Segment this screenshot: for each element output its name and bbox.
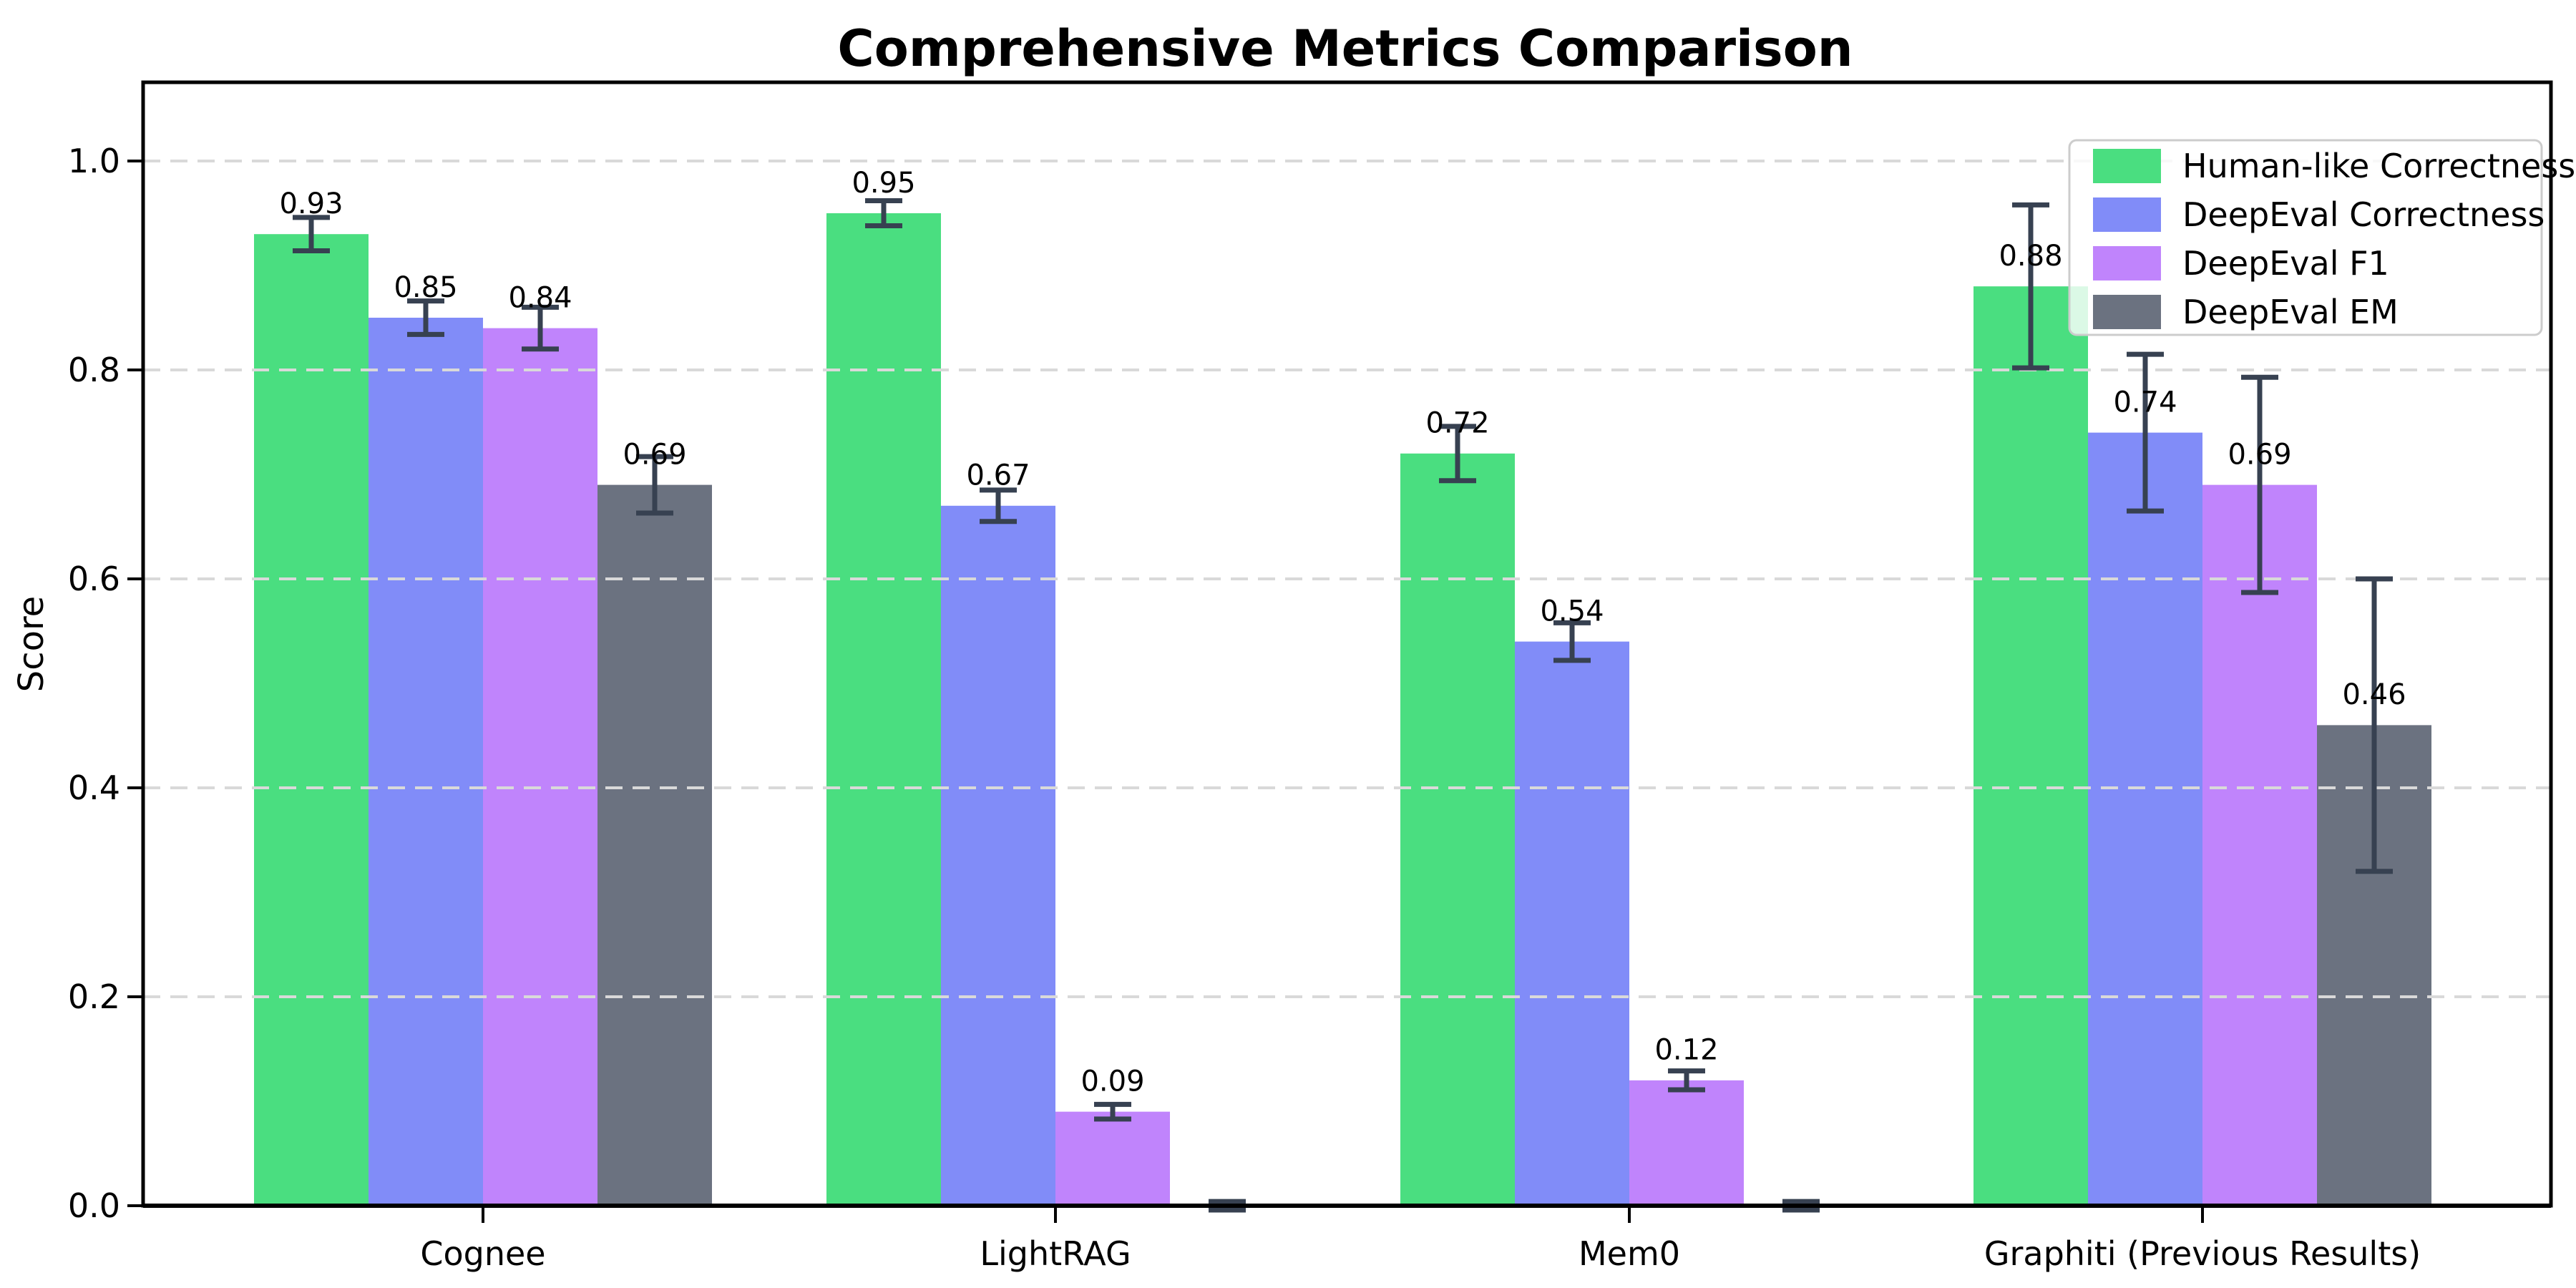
bar-value-label: 0.93 — [279, 187, 343, 220]
bar — [483, 328, 597, 1206]
x-tick-label: Mem0 — [1579, 1234, 1680, 1273]
legend-item: Human-like Correctness — [2093, 147, 2575, 185]
bar-value-label: 0.85 — [394, 271, 457, 304]
legend-label: DeepEval F1 — [2182, 244, 2389, 283]
bar-value-label: 0.67 — [966, 459, 1030, 492]
y-tick-marks — [127, 160, 143, 1207]
y-tick-label: 0.0 — [68, 1186, 120, 1225]
legend-swatch — [2093, 149, 2161, 183]
bar — [941, 505, 1055, 1206]
bar-value-label: 0.95 — [852, 167, 915, 200]
legend-swatch — [2093, 246, 2161, 280]
legend-item: DeepEval F1 — [2093, 244, 2389, 283]
legend-label: Human-like Correctness — [2182, 147, 2575, 185]
legend-swatch — [2093, 295, 2161, 329]
bar — [2088, 432, 2202, 1206]
bar-value-label: 0.09 — [1080, 1065, 1144, 1098]
bar — [369, 318, 483, 1206]
y-tick-label: 0.8 — [68, 351, 120, 389]
bar-value-label: 0.74 — [2113, 386, 2177, 419]
legend-item: DeepEval EM — [2093, 293, 2399, 331]
bar-value-label: 0.84 — [508, 281, 572, 314]
y-tick-label: 0.6 — [68, 560, 120, 598]
legend: Human-like Correctness DeepEval Correctn… — [2068, 139, 2575, 336]
legend-swatch — [2093, 197, 2161, 232]
x-tick-label: Cognee — [420, 1234, 545, 1273]
bar-value-label: 0.69 — [2228, 438, 2291, 471]
bar — [254, 234, 369, 1206]
bar — [1400, 453, 1515, 1206]
chart-title: Comprehensive Metrics Comparison — [837, 19, 1853, 78]
bar-value-label: 0.88 — [1999, 240, 2062, 273]
bar — [1629, 1080, 1744, 1206]
x-tick-label: Graphiti (Previous Results) — [1984, 1234, 2421, 1273]
bars-layer — [254, 213, 2431, 1206]
y-tick-label: 1.0 — [68, 142, 120, 180]
y-tick-label: 0.2 — [68, 977, 120, 1016]
legend-box — [2068, 139, 2543, 336]
bar — [1515, 641, 1629, 1206]
legend-label: DeepEval EM — [2182, 293, 2399, 331]
bar-value-label: 0.54 — [1540, 595, 1604, 628]
bar-value-label: 0.69 — [623, 438, 686, 471]
bar-value-label: 0.72 — [1425, 407, 1489, 440]
bar-value-label: 0.46 — [2342, 678, 2406, 711]
bar — [1974, 286, 2088, 1206]
bar-value-label: 0.12 — [1654, 1034, 1718, 1067]
bar — [1055, 1111, 1170, 1206]
legend-label: DeepEval Correctness — [2182, 195, 2545, 234]
bar — [826, 213, 941, 1206]
y-axis-label: Score — [11, 596, 52, 692]
bar — [597, 484, 712, 1206]
bar-value-labels-layer: 0.93 0.95 0.72 0.88 0.85 0.67 0.54 0.74 0.84 0.09… — [279, 167, 2406, 1098]
x-tick-marks — [482, 1206, 2204, 1223]
error-bars-layer — [293, 197, 2393, 1213]
x-tick-label: LightRAG — [980, 1234, 1131, 1273]
y-tick-label: 0.4 — [68, 769, 120, 807]
bar — [2202, 484, 2317, 1206]
legend-item: DeepEval Correctness — [2093, 195, 2545, 234]
